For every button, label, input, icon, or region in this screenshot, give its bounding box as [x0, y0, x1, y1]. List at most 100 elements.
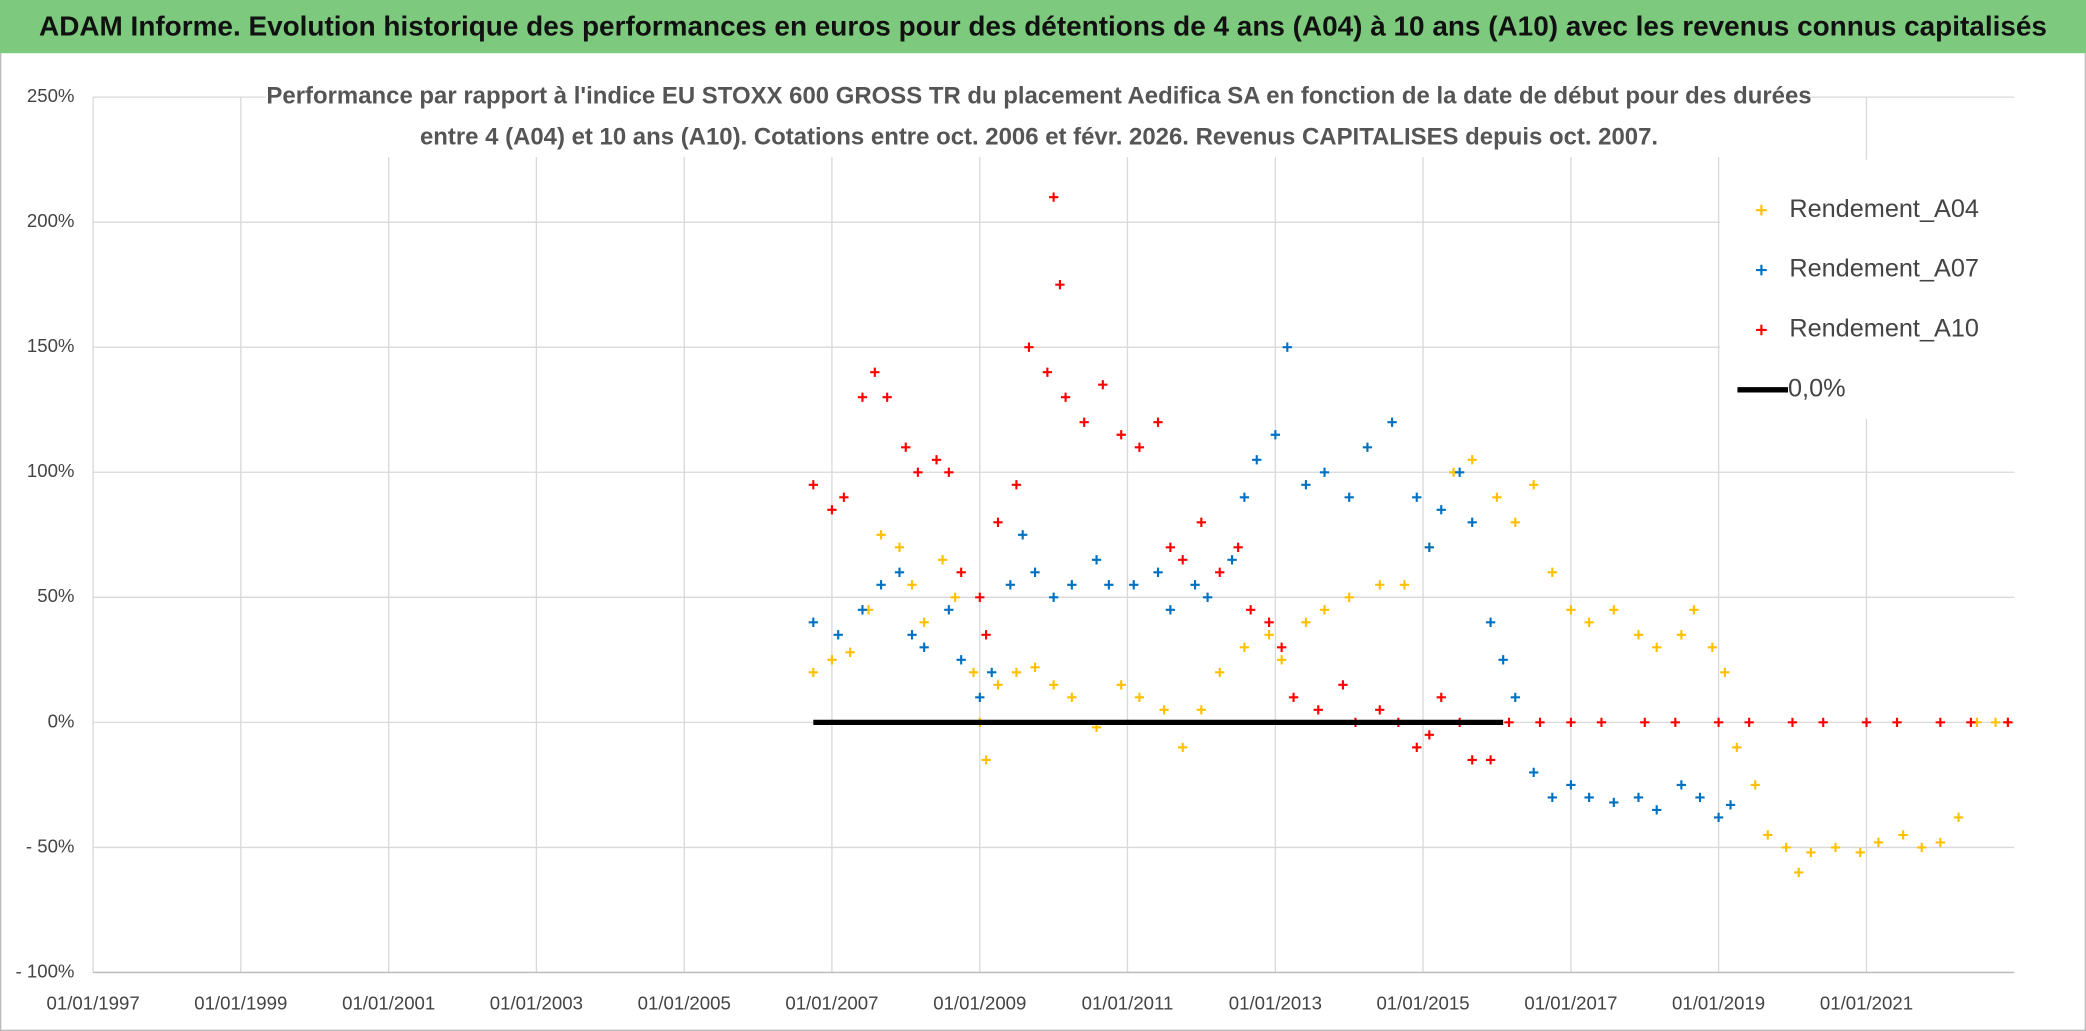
- legend-label: Rendement_A10: [1789, 315, 1979, 343]
- point: [1079, 417, 1089, 427]
- point: [1750, 780, 1760, 790]
- point: [1609, 797, 1619, 808]
- point: [1818, 717, 1828, 728]
- point: [1030, 662, 1040, 672]
- point: [1116, 680, 1126, 690]
- x-tick-label: 01/01/1997: [47, 992, 140, 1013]
- y-tick-label: 250%: [27, 85, 75, 106]
- point: [1424, 730, 1434, 740]
- point: [975, 692, 985, 703]
- point: [1566, 605, 1576, 615]
- point: [1215, 667, 1225, 678]
- point: [882, 392, 892, 402]
- point: [1713, 717, 1724, 728]
- legend-swatch: [1756, 204, 1767, 216]
- point: [1467, 755, 1477, 765]
- point: [937, 555, 948, 565]
- point: [1787, 717, 1798, 728]
- point: [1990, 717, 2001, 728]
- point: [1763, 830, 1773, 840]
- point: [1676, 780, 1687, 790]
- x-tick-label: 01/01/2021: [1820, 992, 1913, 1013]
- x-tick-label: 01/01/1999: [194, 992, 287, 1013]
- y-tick-label: - 50%: [26, 835, 75, 856]
- point: [1966, 717, 1976, 728]
- point: [981, 630, 991, 640]
- point: [1153, 567, 1163, 577]
- point: [894, 567, 905, 577]
- point: [1640, 717, 1650, 728]
- point: [1319, 605, 1330, 615]
- y-tick-label: - 100%: [16, 960, 75, 981]
- point: [907, 580, 917, 590]
- point: [1566, 780, 1576, 790]
- point: [1030, 567, 1040, 577]
- plot-area: [92, 96, 2015, 974]
- x-tick-label: 01/01/2001: [342, 992, 435, 1013]
- legend-box: [1720, 159, 2016, 420]
- point: [1467, 517, 1477, 527]
- point: [1547, 792, 1557, 803]
- point: [1510, 692, 1520, 703]
- point: [1091, 555, 1102, 565]
- point: [1670, 717, 1680, 728]
- point: [1781, 842, 1791, 853]
- point: [1301, 480, 1311, 490]
- point: [1319, 467, 1330, 477]
- point: [1227, 555, 1237, 565]
- point: [1412, 742, 1422, 753]
- point: [1060, 392, 1071, 402]
- title-banner: [0, 0, 2086, 54]
- point: [1467, 455, 1477, 465]
- x-tick-label: 01/01/2011: [1082, 992, 1174, 1013]
- point: [839, 492, 849, 502]
- point: [1689, 605, 1699, 615]
- point: [1498, 655, 1508, 665]
- x-tick-label: 01/01/2009: [933, 992, 1026, 1013]
- point: [1713, 812, 1724, 823]
- point: [1239, 642, 1250, 652]
- point: [845, 647, 855, 657]
- point: [1196, 705, 1206, 715]
- point: [1732, 742, 1742, 753]
- point: [975, 592, 985, 602]
- point: [944, 467, 954, 477]
- point: [1042, 367, 1053, 377]
- point: [1584, 792, 1594, 803]
- point: [1375, 705, 1385, 715]
- point: [1288, 692, 1299, 703]
- point: [808, 480, 818, 490]
- x-tick-label: 01/01/2017: [1524, 992, 1617, 1013]
- point: [1055, 280, 1065, 290]
- point: [1454, 467, 1465, 477]
- y-tick-label: 100%: [27, 460, 75, 481]
- point: [1633, 792, 1644, 803]
- point: [1301, 617, 1311, 627]
- point: [1202, 592, 1213, 602]
- point: [894, 542, 905, 552]
- point: [1485, 617, 1496, 627]
- point: [1276, 642, 1287, 652]
- point: [993, 517, 1003, 527]
- x-tick-label: 01/01/2003: [490, 992, 583, 1013]
- point: [1165, 605, 1176, 615]
- point: [1485, 755, 1496, 765]
- point: [857, 605, 868, 615]
- point: [1806, 847, 1816, 858]
- point: [1048, 192, 1059, 202]
- point: [1935, 717, 1945, 728]
- point: [1270, 430, 1281, 440]
- point: [1830, 842, 1841, 853]
- point: [1935, 837, 1945, 848]
- point: [1504, 717, 1514, 728]
- point: [1159, 705, 1169, 715]
- point: [1246, 605, 1256, 615]
- point: [1362, 442, 1373, 452]
- point: [1412, 492, 1422, 502]
- point: [1018, 530, 1028, 540]
- point: [1794, 867, 1804, 878]
- point: [1011, 480, 1022, 490]
- point: [987, 667, 997, 678]
